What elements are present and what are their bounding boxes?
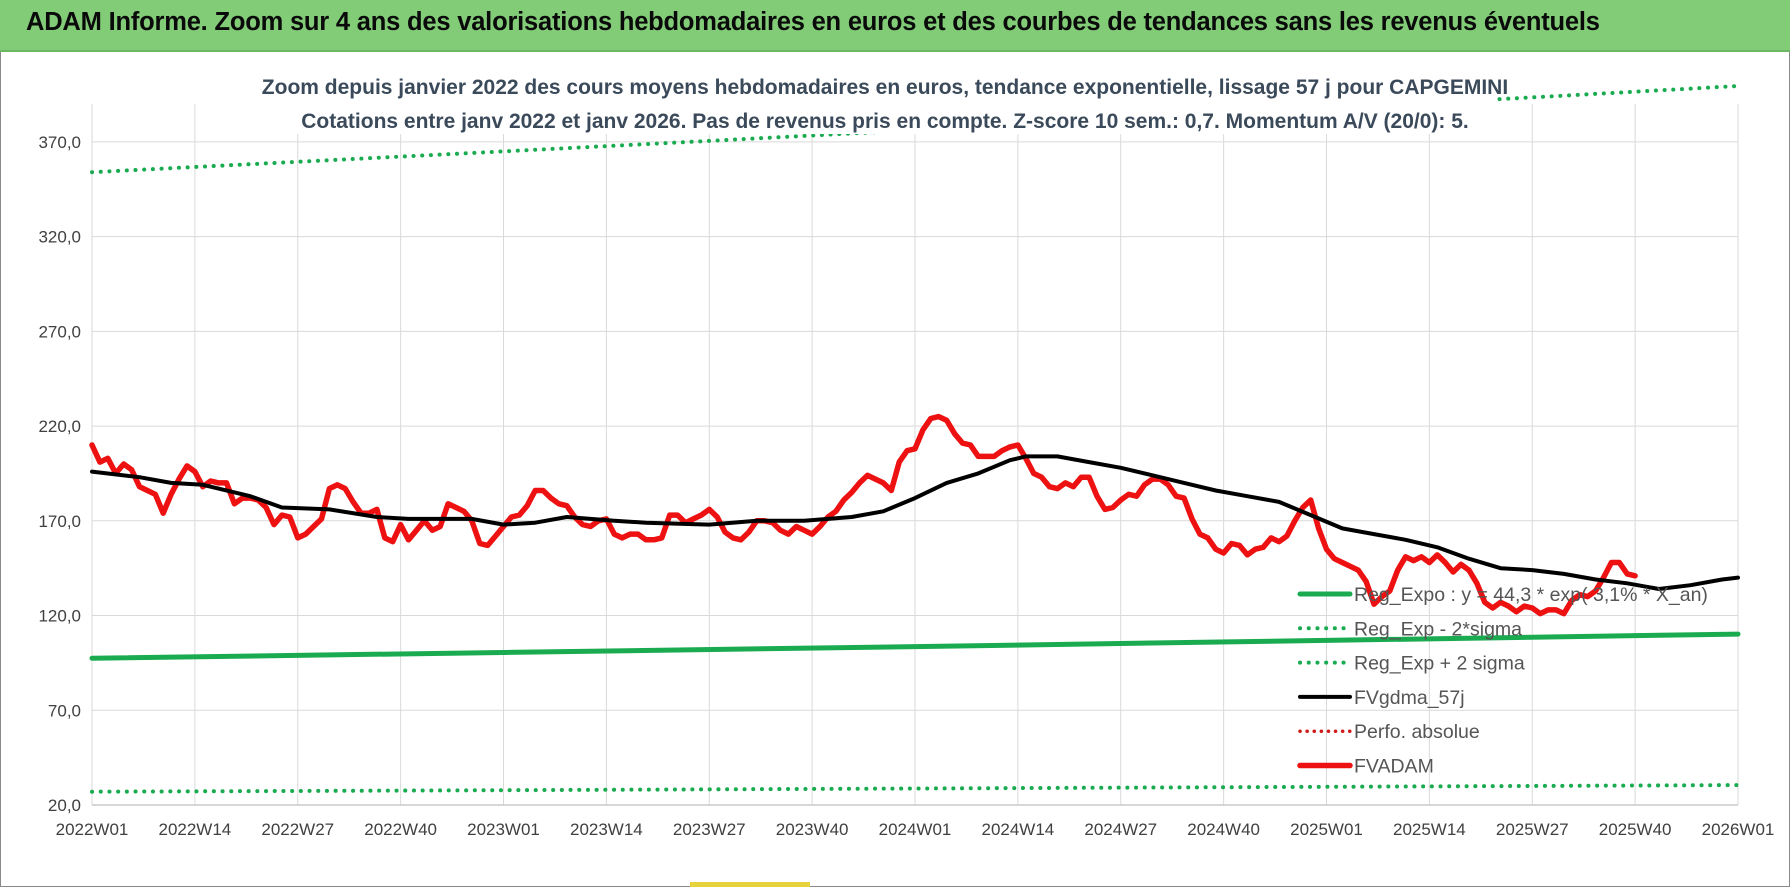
x-tick-label: 2022W01: [56, 820, 129, 839]
y-tick-label: 20,0: [48, 796, 81, 815]
legend-label: Reg_Exp - 2*sigma: [1354, 618, 1522, 640]
legend-label: FVADAM: [1354, 756, 1434, 778]
y-tick-label: 370,0: [38, 133, 81, 152]
x-tick-label: 2024W01: [879, 820, 952, 839]
x-tick-label: 2025W27: [1496, 820, 1569, 839]
y-tick-label: 170,0: [38, 512, 81, 531]
chart-subtitle: Cotations entre janv 2022 et janv 2026. …: [301, 110, 1469, 133]
legend: Reg_Expo : y = 44,3 * exp( 3,1% * X_an) R…: [1297, 584, 1708, 778]
x-tick-label: 2025W40: [1599, 820, 1672, 839]
grid-layer: [91, 104, 1739, 806]
legend-label: Perfo. absolue: [1354, 721, 1480, 743]
series-line-reg_expo: [89, 631, 1741, 661]
axis-layer: 20,0 70,0 120,0 170,0 220,0 270,0 320,0 370,0 20…: [38, 133, 1774, 839]
y-tick-label: 320,0: [38, 228, 81, 247]
y-tick-label: 70,0: [48, 701, 81, 720]
x-tick-label: 2022W40: [364, 820, 437, 839]
x-tick-label: 2022W27: [261, 820, 334, 839]
legend-label: Reg_Expo : y = 44,3 * exp( 3,1% * X_an): [1354, 584, 1708, 606]
x-tick-label: 2024W14: [981, 820, 1054, 839]
x-tick-label: 2022W14: [158, 820, 231, 839]
banner-title: ADAM Informe. Zoom sur 4 ans des valoris…: [26, 8, 1600, 36]
y-tick-label: 120,0: [38, 607, 81, 626]
legend-label: Reg_Exp + 2 sigma: [1354, 653, 1525, 675]
title-mask: [285, 72, 1495, 134]
legend-label: FVgdma_57j: [1354, 687, 1465, 709]
x-tick-label: 2026W01: [1702, 820, 1775, 839]
x-tick-label: 2024W40: [1187, 820, 1260, 839]
y-tick-label: 270,0: [38, 322, 81, 341]
chart-title: Zoom depuis janvier 2022 des cours moyen…: [262, 76, 1508, 99]
y-tick-label: 220,0: [38, 417, 81, 436]
series-line-fvadam: [89, 413, 1638, 617]
x-tick-label: 2023W14: [570, 820, 643, 839]
x-tick-label: 2023W27: [673, 820, 746, 839]
x-tick-label: 2023W40: [776, 820, 849, 839]
x-tick-label: 2024W27: [1084, 820, 1157, 839]
x-tick-label: 2023W01: [467, 820, 540, 839]
series-line-fvgdma_57j: [90, 454, 1740, 591]
series-layer: [89, 72, 1741, 794]
x-tick-label: 2025W14: [1393, 820, 1466, 839]
header-banner: ADAM Informe. Zoom sur 4 ans des valoris…: [0, 0, 1790, 52]
x-tick-label: 2025W01: [1290, 820, 1363, 839]
bottom-accent-bar: [690, 882, 810, 887]
